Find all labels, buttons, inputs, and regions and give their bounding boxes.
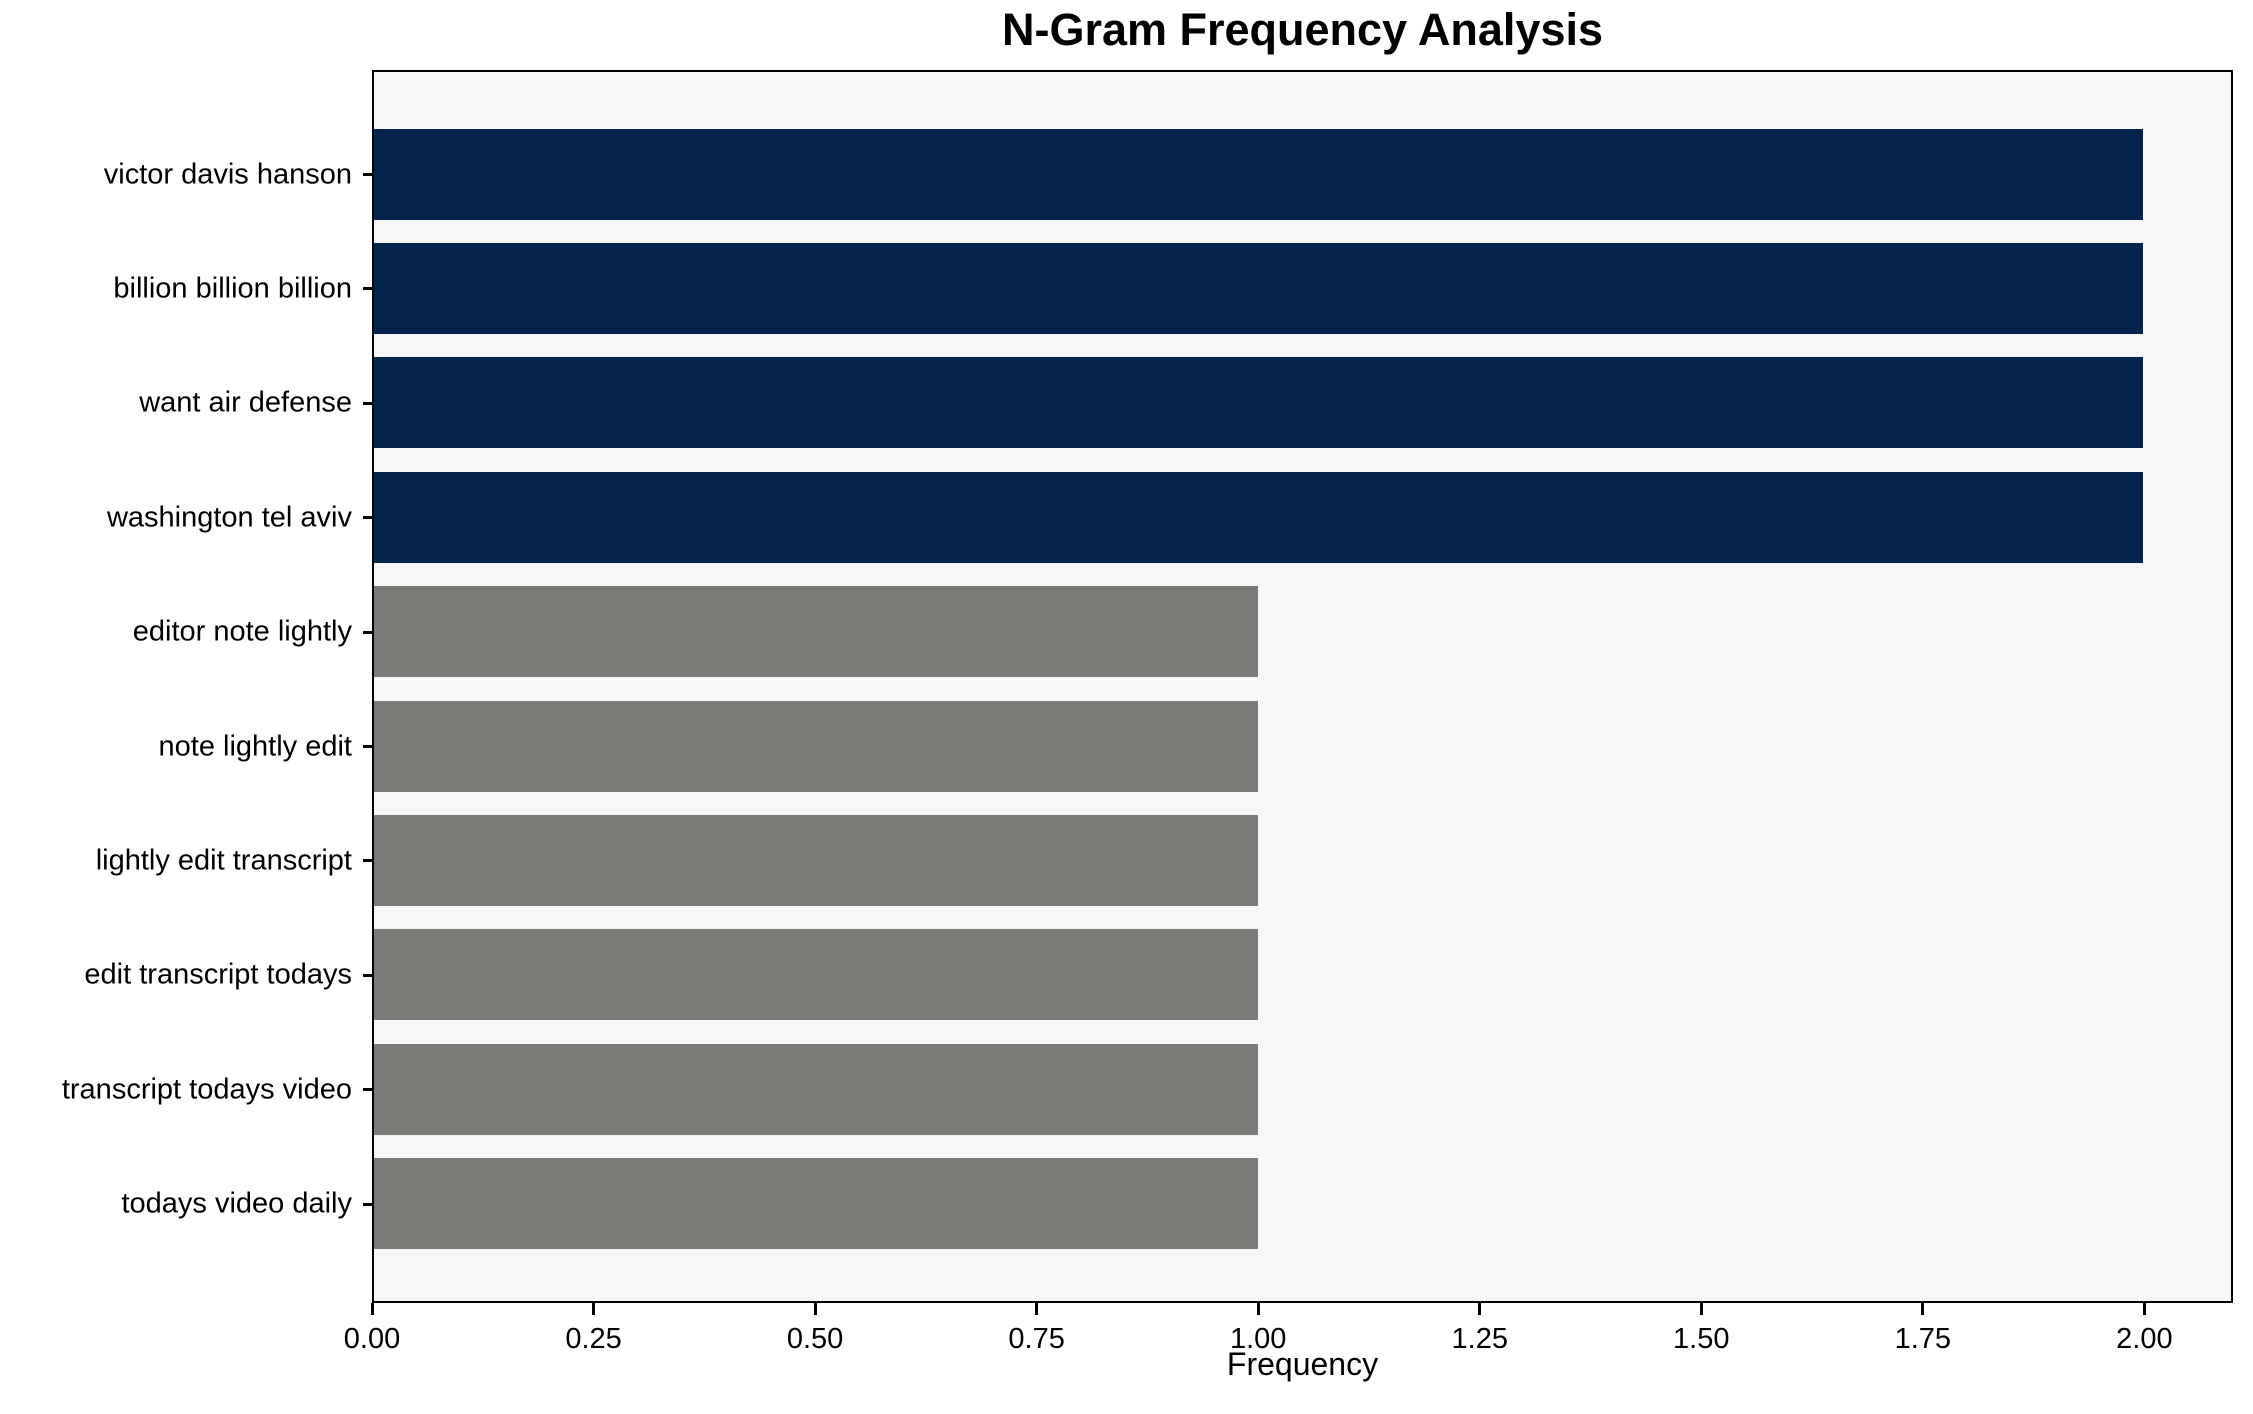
y-tick-label: todays video daily xyxy=(121,1187,352,1220)
x-tick-mark xyxy=(592,1303,596,1315)
y-tick-mark xyxy=(363,859,372,863)
x-tick-label: 2.00 xyxy=(2116,1323,2173,1355)
y-tick-label: want air defense xyxy=(139,386,352,419)
x-tick-label: 0.50 xyxy=(786,1323,844,1355)
bar-want-air-defense xyxy=(374,357,2143,449)
x-tick-label: 1.25 xyxy=(1451,1323,1508,1355)
y-tick-mark xyxy=(363,1202,372,1206)
x-tick-mark xyxy=(1035,1303,1039,1315)
x-tick-mark xyxy=(1921,1303,1925,1315)
x-tick-mark xyxy=(1478,1303,1482,1315)
y-tick-mark xyxy=(363,1088,372,1092)
x-tick-mark xyxy=(1256,1303,1260,1315)
y-tick-mark xyxy=(363,287,372,291)
y-tick-mark xyxy=(363,745,372,748)
y-tick-mark xyxy=(363,401,372,405)
x-tick-mark xyxy=(370,1303,374,1315)
bar-lightly-edit-transcript xyxy=(374,814,1259,906)
x-tick-mark xyxy=(1699,1303,1703,1315)
x-tick-label: 1.50 xyxy=(1673,1323,1730,1355)
y-tick-mark xyxy=(363,630,372,634)
bar-edit-transcript-todays xyxy=(374,929,1259,1021)
x-axis-label: Frequency xyxy=(1226,1346,1379,1382)
y-tick-label: note lightly edit xyxy=(158,730,352,762)
bar-billion-billion-billion xyxy=(374,242,2143,334)
y-tick-mark xyxy=(363,173,372,176)
y-tick-label: washington tel aviv xyxy=(106,501,352,534)
x-tick-mark xyxy=(2142,1303,2146,1315)
y-tick-label: victor davis hanson xyxy=(103,158,352,190)
x-tick-label: 1.00 xyxy=(1229,1323,1287,1355)
x-tick-label: 1.75 xyxy=(1894,1323,1952,1355)
x-tick-label: 0.00 xyxy=(343,1323,401,1355)
bar-washington-tel-aviv xyxy=(374,471,2143,563)
y-tick-label: lightly edit transcript xyxy=(95,844,352,877)
x-tick-label: 0.25 xyxy=(565,1323,622,1355)
y-tick-mark xyxy=(363,973,372,977)
bar-transcript-todays-video xyxy=(374,1043,1259,1135)
bar-editor-note-lightly xyxy=(374,586,1259,678)
x-tick-mark xyxy=(813,1303,817,1315)
y-tick-label: billion billion billion xyxy=(113,272,352,305)
chart-title: N-Gram Frequency Analysis xyxy=(1001,4,1604,55)
y-tick-label: edit transcript todays xyxy=(84,958,352,991)
bar-todays-video-daily xyxy=(374,1158,1259,1250)
y-tick-mark xyxy=(363,516,372,520)
bar-victor-davis-hanson xyxy=(374,128,2143,220)
y-tick-label: editor note lightly xyxy=(132,615,352,648)
x-tick-label: 0.75 xyxy=(1008,1323,1065,1355)
y-tick-label: transcript todays video xyxy=(61,1073,352,1106)
plot-area xyxy=(372,70,2233,1303)
bar-note-lightly-edit xyxy=(374,700,1259,792)
